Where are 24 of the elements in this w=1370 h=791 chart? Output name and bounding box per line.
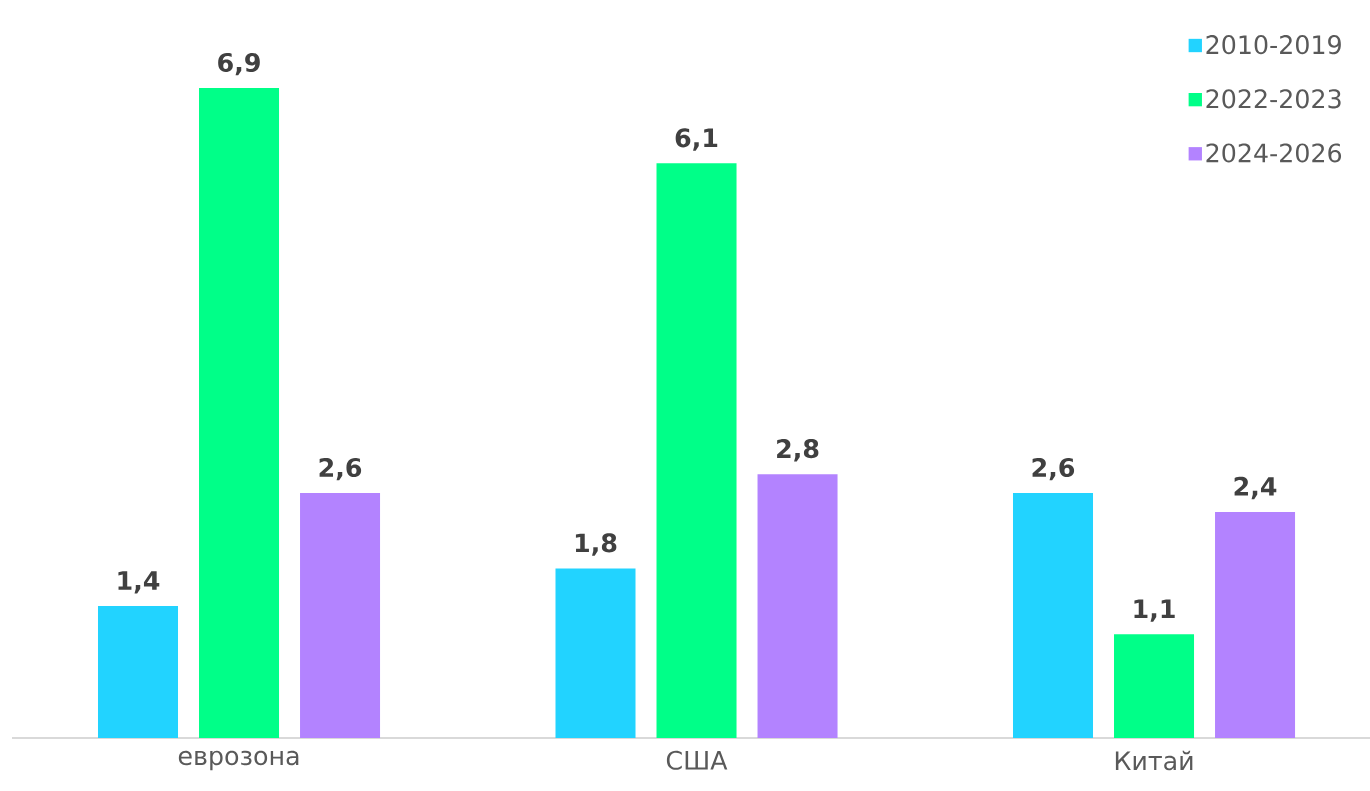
data-label: 1,8 [575, 533, 617, 556]
bar [1012, 493, 1094, 738]
bar [1215, 511, 1296, 738]
legend-label: 2024-2026 [1206, 143, 1342, 163]
data-label: 1,1 [1134, 599, 1175, 622]
bar [97, 606, 179, 738]
legend-label: 2022-2023 [1206, 89, 1341, 109]
legend-label: 2010-2019 [1206, 35, 1341, 55]
bar [1114, 634, 1195, 738]
data-label: 1,4 [118, 571, 160, 594]
data-label: 6,9 [218, 52, 260, 76]
bar [199, 87, 280, 738]
data-label: 2,4 [1234, 476, 1277, 500]
bar [300, 493, 381, 738]
data-label: 6,1 [675, 128, 718, 151]
data-label: 2,6 [1032, 457, 1075, 481]
bar [757, 474, 838, 738]
x-tick-label: Китай [1115, 750, 1193, 771]
bar [555, 568, 636, 738]
x-tick-label: США [666, 750, 728, 770]
bar [656, 163, 737, 738]
data-label: 2,8 [777, 439, 819, 462]
data-label: 2,6 [319, 457, 362, 481]
x-tick-label: еврозона [178, 750, 299, 771]
